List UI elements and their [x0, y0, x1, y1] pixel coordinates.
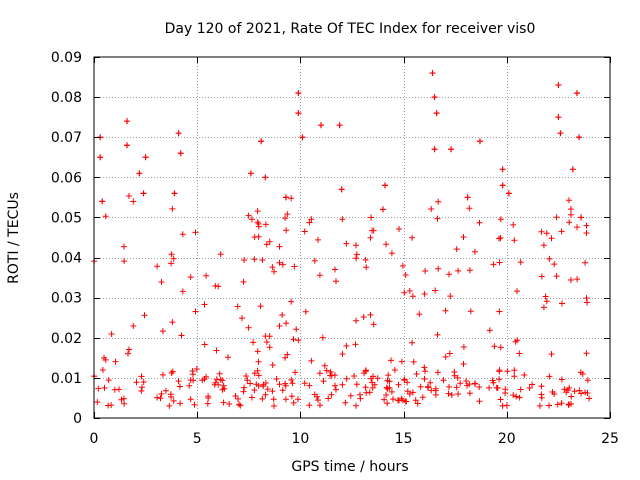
x-tick-label: 5	[193, 431, 202, 447]
peak-point-34	[555, 114, 562, 121]
peak-point-0	[97, 154, 104, 161]
peak-point-10	[171, 190, 178, 197]
peak-point-2	[99, 198, 106, 205]
axis-ticks: 0 5 10 15 20 25 0 0.01 0.02 0.03 0.04 0.05 0.06 0.07 0…	[51, 50, 619, 447]
peak-point-9	[177, 150, 184, 157]
peak-point-12	[258, 138, 265, 145]
peak-point-18	[318, 122, 325, 129]
peak-point-16	[295, 110, 302, 117]
peak-point-20	[338, 186, 345, 193]
x-axis-label: GPS time / hours	[291, 459, 408, 475]
peak-point-23	[429, 70, 436, 77]
y-tick-label: 0.03	[51, 291, 82, 307]
peak-point-4	[124, 142, 131, 149]
peak-point-25	[433, 110, 440, 117]
roti-points-cloud	[91, 193, 593, 409]
x-tick-label: 15	[395, 431, 413, 447]
peak-point-8	[175, 130, 182, 137]
peak-point-26	[431, 146, 438, 153]
y-tick-label: 0.09	[51, 50, 82, 66]
peak-point-22	[379, 206, 386, 213]
peak-point-32	[505, 190, 512, 197]
y-tick-label: 0.06	[51, 170, 82, 186]
y-tick-label: 0	[73, 411, 82, 427]
y-tick-label: 0.02	[51, 331, 82, 347]
peak-point-36	[569, 166, 576, 173]
peak-point-27	[448, 146, 455, 153]
peak-point-11	[247, 170, 254, 177]
peak-point-13	[262, 174, 269, 181]
y-tick-label: 0.08	[51, 90, 82, 106]
grid-lines	[94, 57, 610, 418]
data-points	[91, 70, 593, 409]
peak-point-31	[499, 182, 506, 189]
x-tick-label: 20	[498, 431, 516, 447]
plot-frame	[93, 56, 611, 419]
peak-point-35	[557, 130, 564, 137]
peak-point-29	[476, 138, 483, 145]
x-tick-label: 25	[601, 431, 619, 447]
x-tick-label: 0	[90, 431, 99, 447]
y-tick-label: 0.01	[51, 371, 82, 387]
peak-point-6	[142, 154, 149, 161]
peak-point-15	[295, 90, 302, 97]
peak-point-5	[136, 170, 143, 177]
chart-title: Day 120 of 2021, Rate Of TEC Index for r…	[165, 21, 536, 37]
y-tick-label: 0.04	[51, 251, 82, 267]
peak-point-39	[578, 214, 585, 221]
peak-point-7	[140, 190, 147, 197]
peak-point-33	[555, 82, 562, 89]
peak-point-30	[499, 166, 506, 173]
y-tick-label: 0.07	[51, 130, 82, 146]
peak-point-24	[431, 94, 438, 101]
peak-point-28	[464, 194, 471, 201]
peak-point-19	[336, 122, 343, 129]
peak-point-3	[124, 118, 131, 125]
peak-point-38	[576, 134, 583, 141]
peak-point-37	[573, 90, 580, 97]
peak-point-14	[282, 194, 289, 201]
y-tick-label: 0.05	[51, 210, 82, 226]
peak-point-17	[299, 134, 306, 141]
x-tick-label: 10	[291, 431, 309, 447]
y-axis-label: ROTI / TECUs	[6, 192, 22, 284]
peak-point-21	[382, 182, 389, 189]
